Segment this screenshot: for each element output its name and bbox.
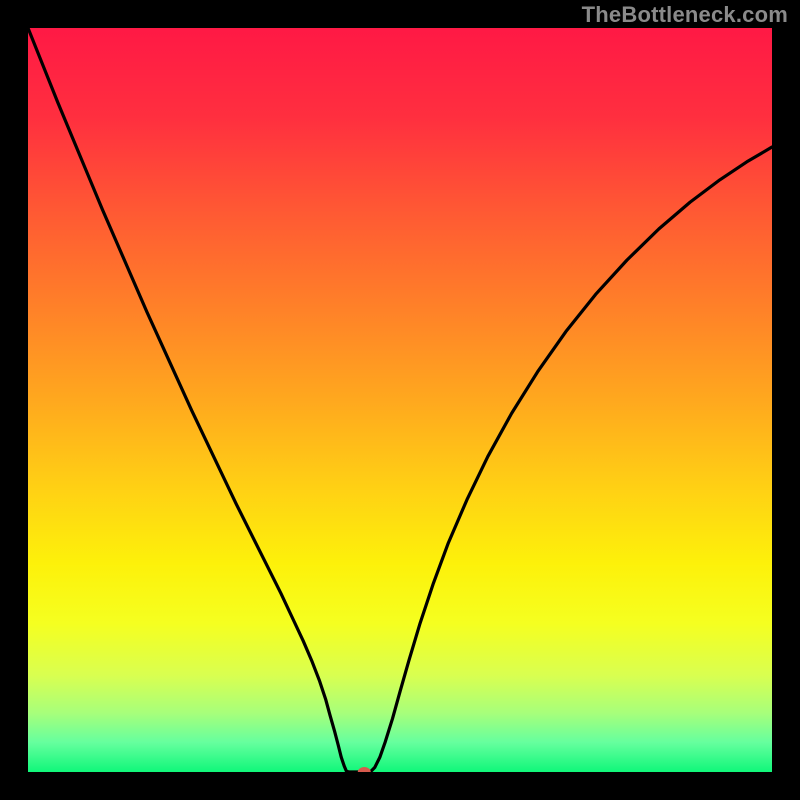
- watermark-label: TheBottleneck.com: [582, 2, 788, 28]
- plot-area: [28, 28, 772, 772]
- gradient-background: [28, 28, 772, 772]
- chart-svg: [28, 28, 772, 772]
- chart-container: TheBottleneck.com: [0, 0, 800, 800]
